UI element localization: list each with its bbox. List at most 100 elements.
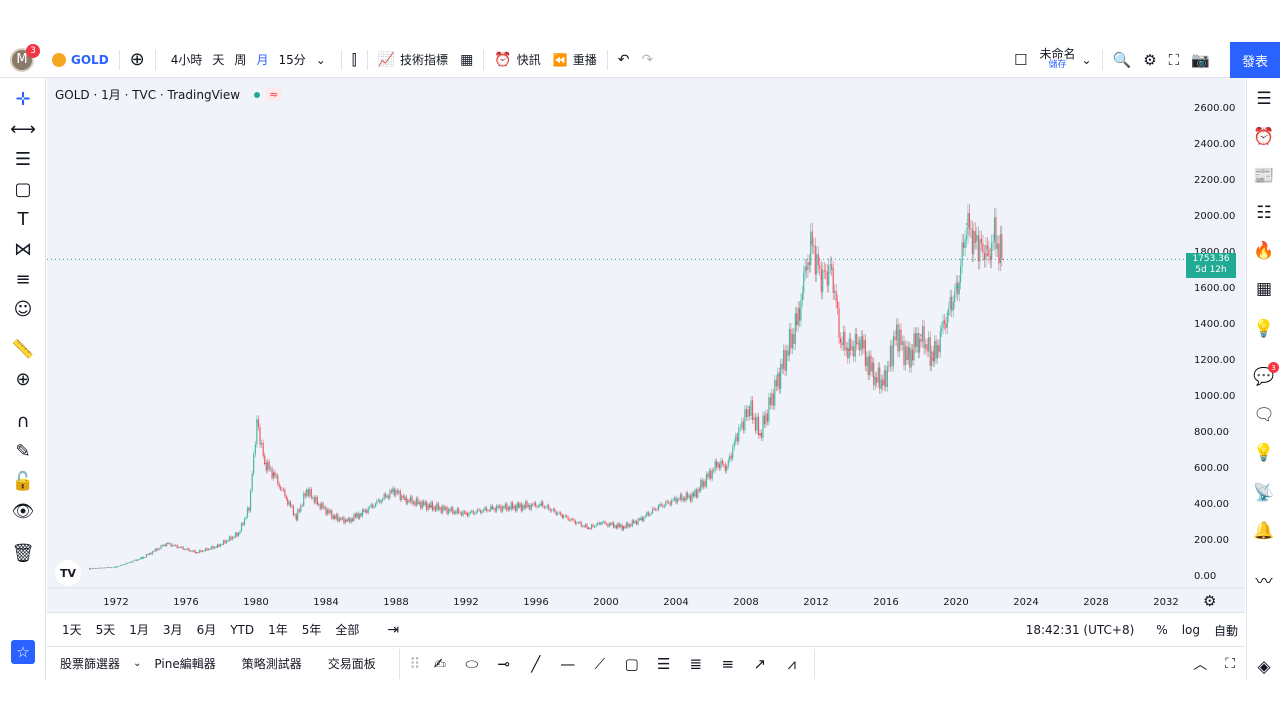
range-1d[interactable]: 1天 [62, 623, 82, 637]
calendar-icon[interactable]: ▦ [1255, 279, 1273, 299]
camera-icon[interactable]: 📷 [1191, 51, 1210, 69]
horizontal-line-icon[interactable]: — [560, 654, 576, 673]
rectangle-icon[interactable]: ▢ [624, 654, 639, 673]
chat-icon[interactable]: 💬 3 [1253, 362, 1279, 388]
fib-retracement-icon[interactable]: ☰ [657, 654, 671, 673]
fullscreen-icon[interactable]: ⛶ [1168, 51, 1180, 69]
news-icon[interactable]: 📰 [1253, 166, 1275, 186]
tradingview-logo[interactable]: TV [55, 560, 81, 586]
notifications-bell-icon[interactable]: 🔔 [1253, 521, 1275, 541]
add-list-icon[interactable]: ☷ [1256, 203, 1272, 223]
layout-name-button[interactable]: 未命名 儲存 ⌄ [1033, 42, 1097, 78]
tab-trading-panel[interactable]: 交易面板 [327, 657, 376, 671]
chart-pane[interactable]: 2600.00 2400.00 2200.00 2000.00 1800.00 1600.… [47, 78, 1245, 612]
publish-button[interactable]: 發表 [1230, 42, 1280, 78]
symbol-search[interactable]: GOLD [46, 42, 115, 78]
redo-icon[interactable]: ↷ [641, 51, 654, 68]
ray-icon[interactable]: ⟋ [594, 654, 605, 673]
tab-pine-editor[interactable]: Pine編輯器 [154, 657, 216, 671]
curve-shape-icon[interactable]: ⬭ [465, 654, 479, 673]
horizontal-ray-icon[interactable]: ⊸ [497, 654, 511, 673]
range-6m[interactable]: 6月 [196, 623, 217, 637]
user-avatar[interactable]: M 3 [10, 43, 40, 72]
candle-body [96, 568, 98, 569]
interval-4h[interactable]: 4小時 [170, 53, 203, 67]
auto-toggle[interactable]: 自動 [1213, 623, 1238, 638]
ruler-icon[interactable]: 📏 [11, 338, 35, 360]
replay-button[interactable]: ⏪ 重播 [547, 42, 603, 78]
text-icon[interactable]: T [17, 208, 29, 230]
price-point [965, 223, 968, 225]
gear-icon[interactable]: ⚙ [1143, 51, 1157, 69]
candle-body [249, 490, 252, 512]
indicators-button[interactable]: 📈 技術指標 [372, 42, 454, 78]
range-1y[interactable]: 1年 [268, 623, 288, 637]
candle-body [851, 346, 853, 351]
chevron-down-icon[interactable]: ⌄ [133, 658, 142, 669]
compare-add-icon[interactable]: ⊕ [129, 49, 145, 70]
candle-body [116, 566, 119, 568]
fib-icon[interactable]: ☰ [14, 148, 32, 170]
range-3m[interactable]: 3月 [162, 623, 183, 637]
pencil-lock-icon[interactable]: ✎ [15, 440, 31, 462]
messages-icon[interactable]: 🗨 [1253, 405, 1275, 425]
percent-toggle[interactable]: % [1156, 623, 1168, 637]
clock[interactable]: 18:42:31 (UTC+8) [1025, 623, 1135, 637]
undo-icon[interactable]: ↶ [617, 51, 630, 68]
lock-icon[interactable]: 🔓 [11, 470, 35, 492]
tab-strategy-tester[interactable]: 策略測試器 [241, 657, 302, 671]
layout-square-icon[interactable]: ☐ [1014, 51, 1028, 69]
interval-1d[interactable]: 天 [212, 53, 225, 67]
alarm-icon[interactable]: ⏰ [1253, 127, 1275, 147]
candle-body [292, 505, 295, 516]
trash-icon[interactable]: 🗑 [11, 542, 35, 564]
drag-handle-icon[interactable]: ⠿ [409, 654, 421, 673]
interval-1w[interactable]: 周 [234, 53, 247, 67]
pattern-icon[interactable]: ⋈ [14, 238, 32, 260]
range-all[interactable]: 全部 [335, 623, 360, 637]
zoom-in-icon[interactable]: ⊕ [15, 368, 31, 390]
layers-icon[interactable]: ◈ [1257, 657, 1271, 677]
candle-body [261, 442, 263, 445]
rectangle-icon[interactable]: ▢ [14, 178, 32, 200]
parallel-channel-icon[interactable]: ≣ [689, 654, 703, 673]
emoji-icon[interactable]: ☺ [13, 298, 33, 320]
ideas-bulb-icon[interactable]: 💡 [1253, 319, 1275, 339]
log-toggle[interactable]: log [1181, 623, 1200, 637]
collapse-up-icon[interactable]: ︿ [1193, 657, 1208, 673]
interval-15m[interactable]: 15分 [278, 53, 306, 67]
range-5y[interactable]: 5年 [301, 623, 322, 637]
layouts-grid-icon[interactable]: ▦ [460, 51, 474, 68]
streams-icon[interactable]: 📡 [1253, 483, 1275, 503]
arrow-icon[interactable]: ↗ [753, 654, 767, 673]
trend-line-icon[interactable]: ╱ [531, 654, 541, 673]
magnet-icon[interactable]: ∩ [16, 410, 30, 432]
interval-1m[interactable]: 月 [256, 53, 269, 67]
hotlist-fire-icon[interactable]: 🔥 [1253, 241, 1275, 261]
eye-icon[interactable]: 👁 [11, 500, 35, 522]
search-icon[interactable]: 🔍 [1112, 51, 1132, 69]
chevron-down-icon[interactable]: ⌄ [315, 52, 326, 67]
axis-settings-gear-icon[interactable]: ⚙ [1203, 592, 1217, 610]
crosshair-icon[interactable]: ✛ [15, 88, 31, 110]
goto-date-icon[interactable]: ⇥ [387, 621, 400, 638]
trading-panel-icon[interactable]: 〰 [1255, 571, 1273, 592]
candle-body [739, 427, 741, 429]
range-1m[interactable]: 1月 [129, 623, 149, 637]
candles-icon[interactable]: ⫿ [351, 50, 357, 69]
range-5d[interactable]: 5天 [95, 623, 116, 637]
alert-button[interactable]: ⏰ 快訊 [488, 42, 546, 78]
forecast-icon[interactable]: ≡ [15, 268, 31, 290]
favorites-star-icon[interactable]: ☆ [11, 640, 35, 664]
tab-screener[interactable]: 股票篩選器 [60, 657, 121, 671]
path-icon[interactable]: ⩘ [787, 654, 796, 673]
maximize-icon[interactable]: ⛶ [1225, 656, 1235, 672]
regression-icon[interactable]: ≡ [721, 654, 735, 673]
price-point [848, 349, 851, 351]
price-chart[interactable]: 2600.00 2400.00 2200.00 2000.00 1800.00 1600.… [47, 78, 1245, 612]
brush-icon[interactable]: ✍ [433, 654, 447, 673]
trend-line-icon[interactable]: ⟷ [10, 118, 36, 140]
range-ytd[interactable]: YTD [230, 622, 255, 637]
tips-bulb-icon[interactable]: 💡 [1253, 443, 1275, 463]
watchlist-icon[interactable]: ☰ [1256, 89, 1272, 109]
